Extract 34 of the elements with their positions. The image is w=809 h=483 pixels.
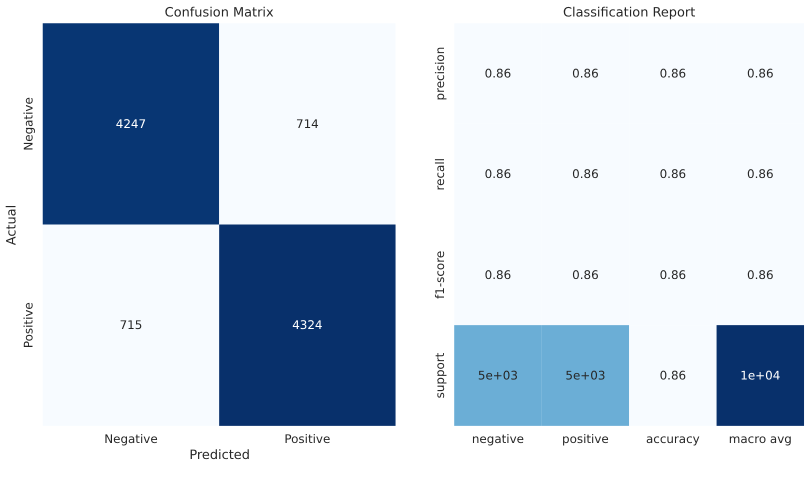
data-label: 0.86 [572, 167, 599, 182]
data-label: 0.86 [747, 268, 774, 282]
data-label: 5e+03 [565, 368, 606, 382]
x-tick-label: Negative [104, 432, 158, 446]
data-label: 4247 [116, 116, 146, 131]
x-tick-label: Positive [284, 432, 330, 446]
data-label: 4324 [292, 318, 323, 332]
data-label: 0.86 [747, 167, 774, 182]
y-axis-title: Actual [4, 204, 20, 246]
data-label: 5e+03 [478, 368, 518, 382]
data-label: 0.86 [484, 268, 512, 282]
data-label: 0.86 [660, 268, 686, 282]
y-tick-label: recall [432, 158, 447, 190]
data-label: 715 [120, 318, 142, 332]
data-label: 1e+04 [740, 368, 780, 382]
y-tick-label: f1-score [432, 250, 447, 299]
x-tick-label: accuracy [646, 432, 700, 446]
x-axis-title: Predicted [189, 448, 250, 464]
data-label: 0.86 [484, 66, 512, 81]
data-label: 0.86 [572, 66, 599, 81]
data-label: 714 [296, 116, 319, 131]
data-label: 0.86 [572, 268, 599, 282]
data-label: 0.86 [660, 368, 686, 382]
chart-title: Confusion Matrix [164, 5, 274, 20]
data-label: 0.86 [660, 66, 686, 81]
y-tick-label: precision [432, 46, 447, 100]
data-label: 0.86 [747, 66, 774, 81]
x-tick-label: negative [472, 432, 524, 446]
x-tick-label: macro avg [728, 432, 792, 446]
y-tick-label: support [432, 352, 447, 398]
chart-title: Classification Report [562, 5, 696, 20]
data-label: 0.86 [484, 167, 512, 182]
data-label: 0.86 [660, 167, 686, 182]
x-tick-label: positive [562, 432, 609, 446]
